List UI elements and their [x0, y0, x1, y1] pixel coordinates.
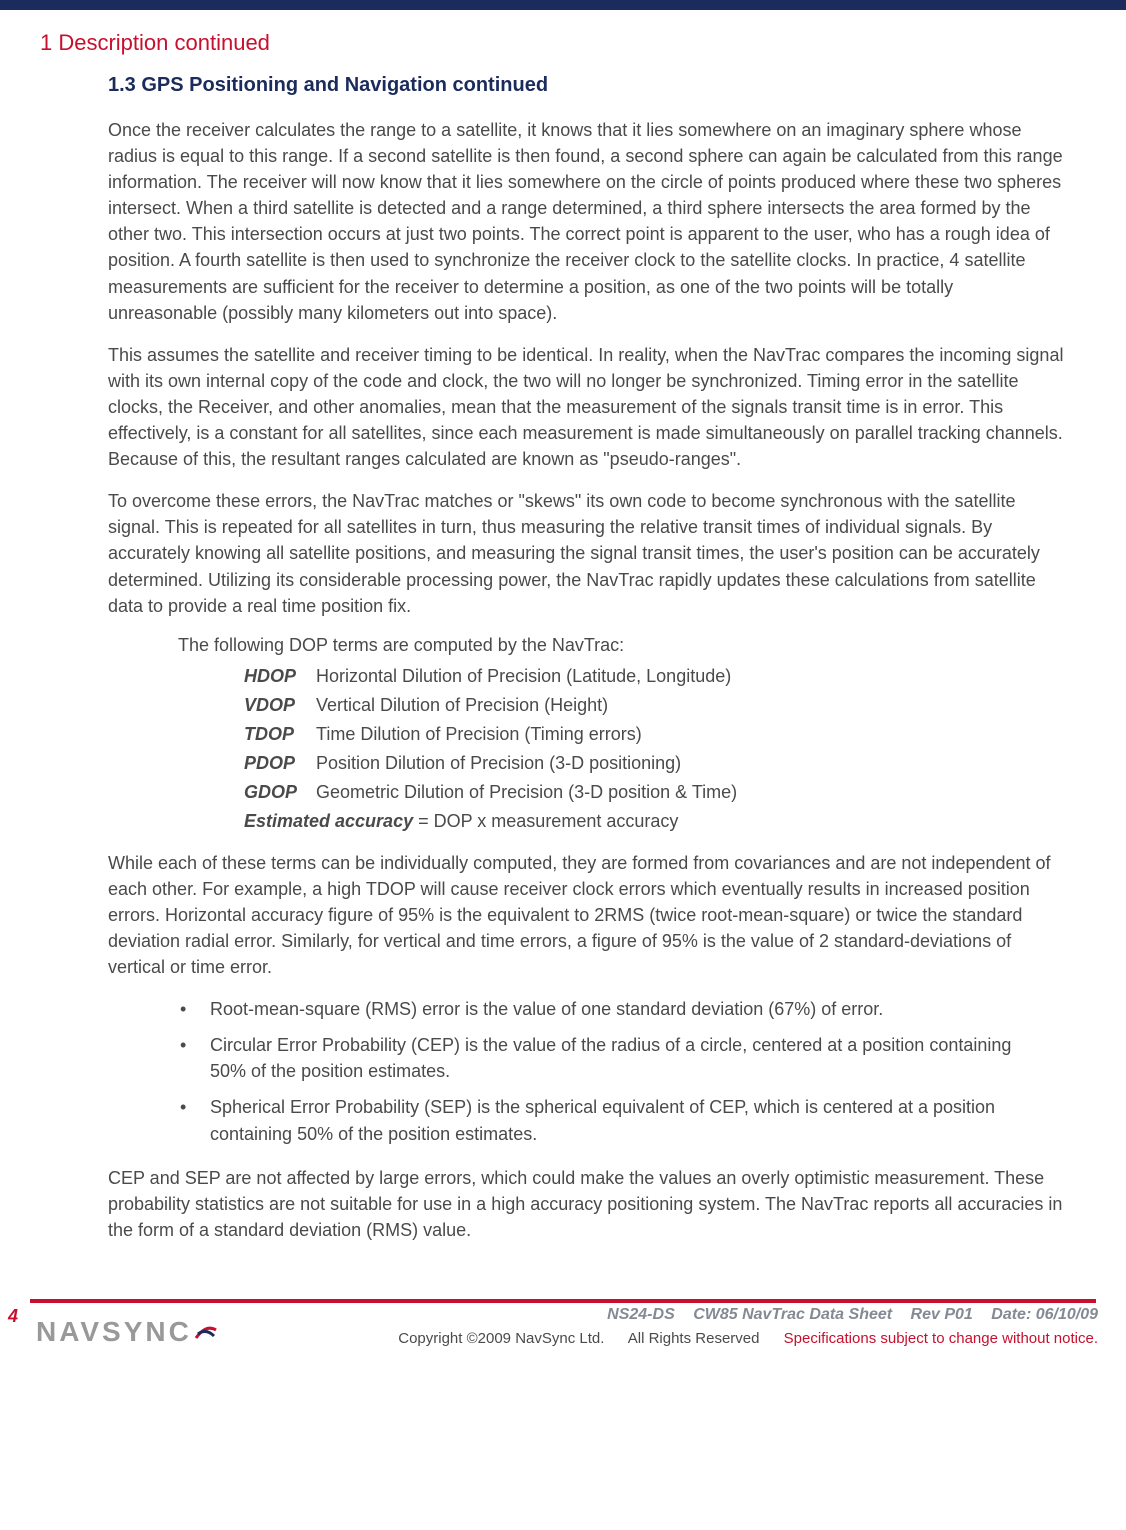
logo-swoosh-icon — [194, 1320, 218, 1344]
dop-intro: The following DOP terms are computed by … — [178, 635, 1086, 656]
bullet-marker: • — [170, 1094, 210, 1146]
dop-desc: Vertical Dilution of Precision (Height) — [316, 695, 1086, 716]
dop-desc: Position Dilution of Precision (3-D posi… — [316, 753, 1086, 774]
accuracy-desc: = DOP x measurement accuracy — [413, 811, 678, 831]
page-number: 4 — [8, 1306, 18, 1327]
navsync-logo: NAVSYNC — [36, 1316, 218, 1348]
bullet-item: • Root-mean-square (RMS) error is the va… — [170, 996, 1066, 1022]
accuracy-term: Estimated accuracy — [244, 811, 413, 831]
top-bar — [0, 0, 1126, 10]
bullet-marker: • — [170, 996, 210, 1022]
paragraph-2: This assumes the satellite and receiver … — [108, 342, 1066, 472]
dop-desc: Geometric Dilution of Precision (3-D pos… — [316, 782, 1086, 803]
footer-line2: Copyright ©2009 NavSync Ltd. All Rights … — [398, 1330, 1098, 1347]
body-text-2: While each of these terms can be individ… — [108, 850, 1066, 980]
copyright: Copyright ©2009 NavSync Ltd. — [398, 1330, 604, 1347]
paragraph-5: CEP and SEP are not affected by large er… — [108, 1165, 1066, 1243]
dop-row: VDOP Vertical Dilution of Precision (Hei… — [244, 695, 1086, 716]
dop-row: TDOP Time Dilution of Precision (Timing … — [244, 724, 1086, 745]
dop-term: PDOP — [244, 753, 316, 774]
dop-term: GDOP — [244, 782, 316, 803]
dop-row: PDOP Position Dilution of Precision (3-D… — [244, 753, 1086, 774]
doc-rev: Rev P01 — [911, 1306, 973, 1323]
body-text: Once the receiver calculates the range t… — [108, 117, 1066, 619]
footer-right: NS24-DS CW85 NavTrac Data Sheet Rev P01 … — [228, 1306, 1126, 1347]
doc-date: Date: 06/10/09 — [991, 1306, 1098, 1323]
logo-text: NAVSYNC — [36, 1316, 192, 1348]
dop-term: HDOP — [244, 666, 316, 687]
footer: 4 NAVSYNC NS24-DS CW85 NavTrac Data Shee… — [0, 1299, 1126, 1348]
dop-desc: Time Dilution of Precision (Timing error… — [316, 724, 1086, 745]
section-title: 1 Description continued — [40, 30, 1086, 56]
rights: All Rights Reserved — [628, 1330, 760, 1347]
notice: Specifications subject to change without… — [784, 1330, 1098, 1347]
dop-term: VDOP — [244, 695, 316, 716]
dop-term: TDOP — [244, 724, 316, 745]
paragraph-1: Once the receiver calculates the range t… — [108, 117, 1066, 326]
dop-row: HDOP Horizontal Dilution of Precision (L… — [244, 666, 1086, 687]
footer-meta: NS24-DS CW85 NavTrac Data Sheet Rev P01 … — [593, 1306, 1098, 1324]
dop-desc: Horizontal Dilution of Precision (Latitu… — [316, 666, 1086, 687]
paragraph-4: While each of these terms can be individ… — [108, 850, 1066, 980]
bullet-item: • Circular Error Probability (CEP) is th… — [170, 1032, 1066, 1084]
bullet-list: • Root-mean-square (RMS) error is the va… — [170, 996, 1066, 1146]
subsection-title: 1.3 GPS Positioning and Navigation conti… — [108, 74, 1086, 97]
bullet-text: Circular Error Probability (CEP) is the … — [210, 1032, 1066, 1084]
footer-line — [30, 1299, 1096, 1303]
footer-row: 4 NAVSYNC NS24-DS CW85 NavTrac Data Shee… — [0, 1306, 1126, 1348]
accuracy-row: Estimated accuracy = DOP x measurement a… — [244, 811, 1086, 832]
bullet-text: Root-mean-square (RMS) error is the valu… — [210, 996, 1066, 1022]
body-text-3: CEP and SEP are not affected by large er… — [108, 1165, 1066, 1243]
content-area: 1 Description continued 1.3 GPS Position… — [0, 10, 1126, 1299]
dop-table: HDOP Horizontal Dilution of Precision (L… — [244, 666, 1086, 803]
paragraph-3: To overcome these errors, the NavTrac ma… — [108, 488, 1066, 618]
doc-name: CW85 NavTrac Data Sheet — [693, 1306, 892, 1323]
dop-row: GDOP Geometric Dilution of Precision (3-… — [244, 782, 1086, 803]
doc-id: NS24-DS — [607, 1306, 675, 1323]
bullet-marker: • — [170, 1032, 210, 1084]
bullet-item: • Spherical Error Probability (SEP) is t… — [170, 1094, 1066, 1146]
bullet-text: Spherical Error Probability (SEP) is the… — [210, 1094, 1066, 1146]
